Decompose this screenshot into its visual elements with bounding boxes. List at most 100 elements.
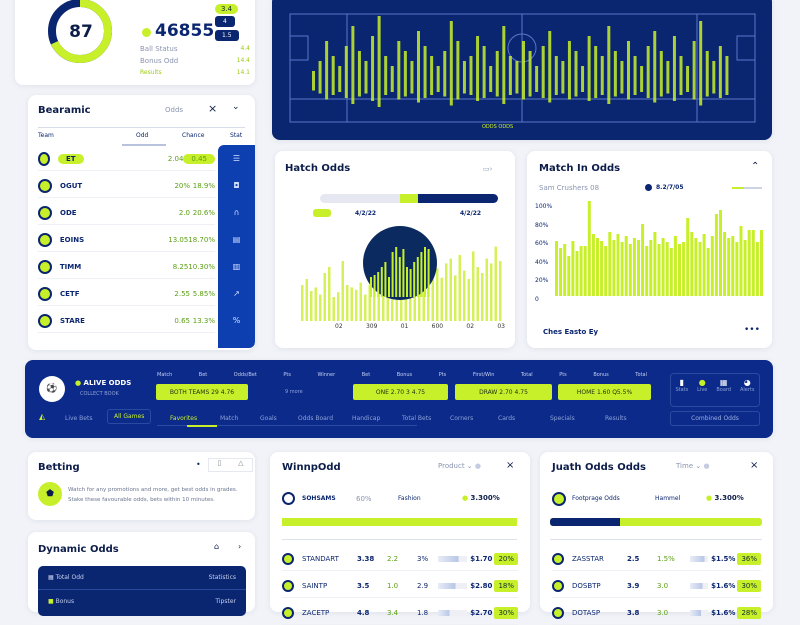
list-icon[interactable]: ☰: [232, 154, 241, 163]
chevron-down-icon[interactable]: ⌄: [232, 102, 240, 112]
close-icon[interactable]: ×: [750, 460, 759, 471]
home-icon[interactable]: ⌂: [214, 542, 220, 551]
table-row[interactable]: TIMM 8.25 10.30%: [38, 255, 215, 279]
highlight-bar: [395, 247, 398, 297]
banner-tab[interactable]: Total Bets: [402, 415, 432, 422]
chance-value: 18.70%: [188, 235, 215, 244]
chart-icon[interactable]: ▥: [232, 262, 241, 271]
pitch-bar: [574, 51, 578, 97]
table-row[interactable]: CETF 2.55 5.85%: [38, 282, 215, 306]
table-row[interactable]: OGUT 20% 18.9%: [38, 174, 215, 198]
odds-box-2[interactable]: ONE 2.70 3 4.75: [353, 384, 448, 400]
chance-value: 20.6%: [192, 208, 215, 217]
team-icon: [38, 232, 52, 247]
table-row[interactable]: EOINS 13.05 18.70%: [38, 228, 215, 252]
team-icon: [38, 286, 52, 301]
match-progress: [320, 194, 498, 203]
clipboard-icon[interactable]: ▤: [232, 235, 241, 244]
chevron-up-icon[interactable]: ⌃: [751, 161, 760, 172]
odds-row[interactable]: SAINTP 3.5 1.0 2.9 $2.80 18%: [282, 574, 518, 598]
alerts-button[interactable]: ◕ Alerts: [739, 378, 755, 393]
board-button[interactable]: ▦ Board: [716, 378, 732, 393]
more-markets[interactable]: 9 more: [285, 389, 303, 395]
match-odds-bar: [445, 263, 448, 321]
odds-box-4[interactable]: HOME 1.60 Q5.5%: [558, 384, 651, 400]
list-item[interactable]: ▦ Total Odd Statistics: [38, 566, 246, 590]
percent-icon[interactable]: %: [232, 316, 241, 325]
table-filter[interactable]: Odds: [165, 106, 184, 114]
pitch-bar: [554, 56, 558, 95]
pitch-bar: [705, 51, 709, 97]
match-in-odds-bar: [604, 246, 608, 296]
stats-button[interactable]: ▮ Stats: [675, 378, 689, 393]
dot-icon[interactable]: •: [196, 460, 201, 469]
more-icon[interactable]: •••: [744, 325, 760, 335]
juath-filter[interactable]: Time ⌄ ●: [676, 462, 710, 470]
banner-tab[interactable]: Corners: [450, 415, 474, 422]
odds-box-1[interactable]: BOTH TEAMS 29 4.76: [156, 384, 248, 400]
list-item[interactable]: ■ Bonus Tipster: [48, 598, 236, 605]
badge-2[interactable]: 4: [215, 16, 235, 27]
banner-tab[interactable]: Goals: [260, 415, 277, 422]
match-in-odds-bar: [637, 240, 640, 296]
row-name: ZASSTAR: [572, 554, 604, 563]
close-icon[interactable]: ×: [208, 102, 218, 115]
table-row[interactable]: STARE 0.65 13.3%: [38, 309, 215, 333]
winodd-filter[interactable]: Product ⌄ ●: [438, 462, 482, 470]
status-dot: [142, 28, 151, 37]
match-in-odds-bar: [587, 201, 591, 296]
team-name: SOHSAMS: [302, 495, 336, 502]
donut-fill: [48, 0, 112, 63]
row-d: $2.70: [470, 608, 493, 617]
banner-tab[interactable]: Match: [220, 415, 239, 422]
live-button[interactable]: ● Live: [697, 378, 708, 393]
highlight-bar: [398, 257, 401, 297]
odds-row[interactable]: STANDART 3.38 2.2 3% $1.70 20%: [282, 547, 518, 571]
banner-tab[interactable]: Cards: [498, 415, 516, 422]
odds-row[interactable]: DOSBTP 3.9 3.0 $1.6% 30%: [552, 574, 761, 598]
doc-icon[interactable]: ▯: [217, 459, 222, 467]
highlight-bar: [416, 257, 419, 297]
banner-tab[interactable]: All Games: [107, 409, 152, 424]
chevron-right-icon[interactable]: ›: [238, 542, 242, 551]
match-odds-bar: [350, 287, 353, 321]
pitch-bar: [581, 66, 585, 92]
chat-icon[interactable]: ◘: [233, 181, 240, 190]
badge-3[interactable]: 1.5: [215, 30, 239, 41]
combined-odds-button[interactable]: Combined Odds: [670, 411, 760, 426]
banner-tab[interactable]: Live Bets: [65, 415, 93, 422]
pitch-bar: [620, 61, 624, 94]
trend-icon[interactable]: ↗: [233, 289, 240, 298]
odds-row[interactable]: DOTASP 3.8 3.0 $1.6% 28%: [552, 601, 761, 625]
banner-tab[interactable]: Favorites: [170, 415, 198, 422]
live-odds-banner: ⚽ ● ALIVE ODDS COLLECT BOOK Match Bet Odds…: [25, 360, 773, 438]
bell-icon[interactable]: △: [238, 459, 244, 467]
table-row[interactable]: ET 2.04 0.45: [38, 147, 215, 171]
y-tick: 0: [535, 295, 539, 303]
banner-header: Bonus: [593, 372, 609, 378]
expand-icon[interactable]: ▭›: [483, 165, 493, 173]
odds-row[interactable]: ZACETP 4.8 3.4 1.8 $2.70 30%: [282, 601, 518, 625]
row-b: 3.0: [657, 581, 669, 590]
banner-tab[interactable]: Specials: [550, 415, 575, 422]
headset-icon[interactable]: ∩: [233, 208, 240, 217]
match-in-odds-bar: [694, 238, 698, 296]
odds-row[interactable]: ZASSTAR 2.5 1.5% $1.5% 36%: [552, 547, 761, 571]
banner-tab[interactable]: Odds Board: [298, 415, 334, 422]
odd-value: 20%: [174, 181, 190, 190]
banner-tab[interactable]: Results: [605, 415, 627, 422]
chart-footer-link[interactable]: Ches Easto Ey: [543, 328, 599, 336]
banner-header: Match: [157, 372, 173, 378]
row-a: 2.5: [627, 554, 640, 563]
chance-value: 13.3%: [192, 316, 215, 325]
match-odds-bar: [341, 261, 344, 321]
pitch-bar: [528, 51, 532, 97]
pitch-bar: [377, 16, 381, 107]
close-icon[interactable]: ×: [506, 460, 515, 471]
odds-box-3[interactable]: DRAW 2.70 4.75: [455, 384, 552, 400]
table-row[interactable]: ODE 2.0 20.6%: [38, 201, 215, 225]
ball-icon: ⚽: [39, 376, 65, 402]
banner-tab[interactable]: Handicap: [352, 415, 381, 422]
team-icon: [38, 151, 50, 166]
flag-icon: ◭: [39, 412, 46, 421]
